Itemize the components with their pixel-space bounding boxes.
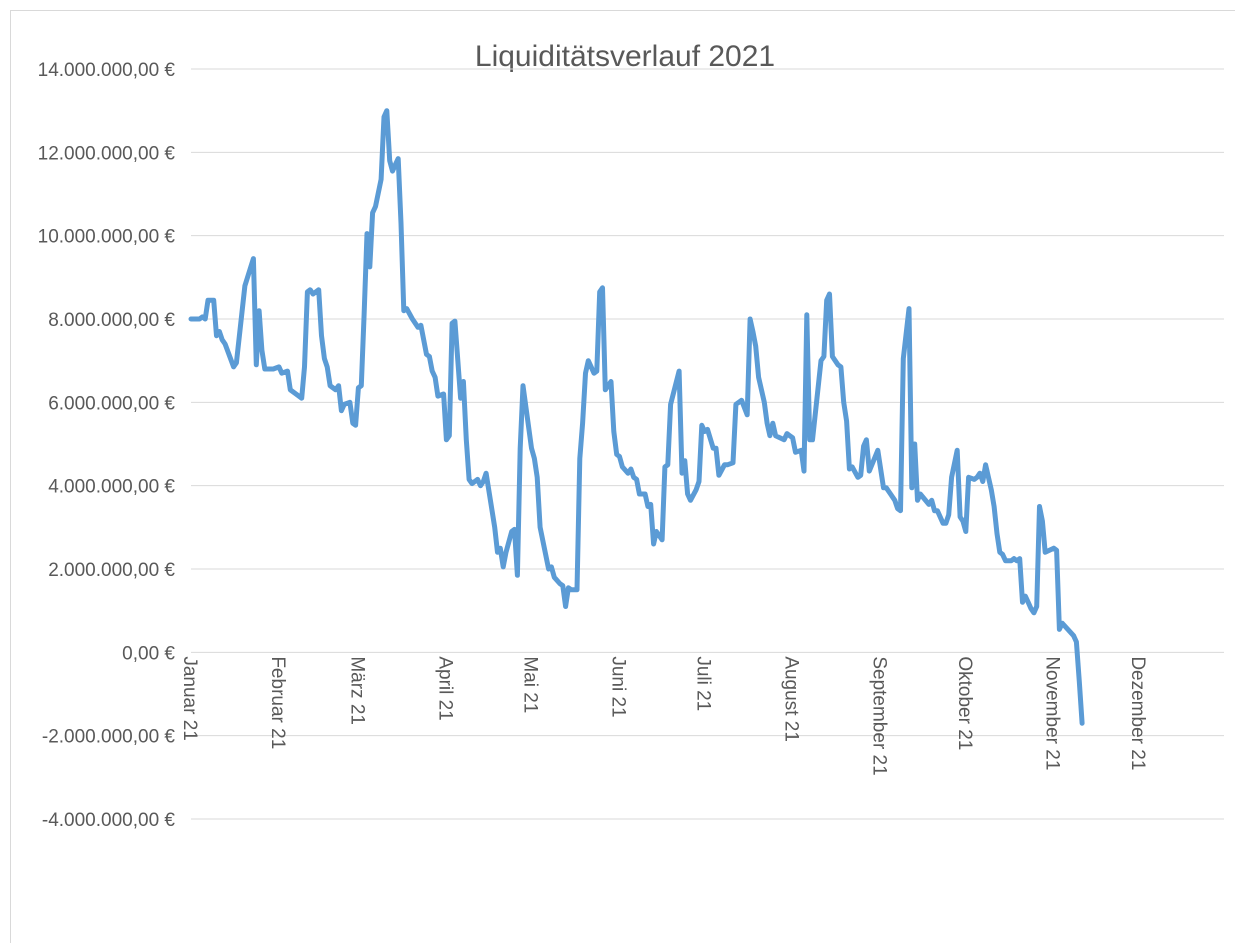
x-tick-label: Januar 21	[179, 656, 200, 741]
y-tick-label: -4.000.000,00 €	[42, 810, 176, 831]
series-line-liquiditaet	[188, 108, 1085, 726]
x-tick-label: November 21	[1042, 656, 1063, 770]
x-tick-label: Oktober 21	[954, 656, 975, 750]
y-tick-label: 10.000.000,00 €	[38, 227, 176, 248]
y-tick-label: 4.000.000,00 €	[48, 477, 175, 498]
y-tick-label: 12.000.000,00 €	[38, 143, 176, 164]
x-tick-label: Juni 21	[608, 656, 629, 717]
chart-title: Liquiditätsverlauf 2021	[475, 40, 775, 73]
x-axis-tick-labels: Januar 21 Februar 21 März 21 April 21 Mai 21…	[179, 656, 1148, 775]
x-tick-label: Februar 21	[267, 656, 288, 749]
y-tick-label: 6.000.000,00 €	[48, 393, 175, 414]
x-tick-label: September 21	[869, 656, 890, 775]
x-tick-label: Mai 21	[520, 656, 541, 713]
y-tick-label: -2.000.000,00 €	[42, 727, 176, 748]
chart-area: Liquiditätsverlauf 2021 -4.000.000,00 € -…	[10, 10, 1235, 943]
x-tick-label: Juli 21	[693, 656, 714, 711]
y-tick-label: 0,00 €	[122, 643, 175, 664]
y-tick-label: 14.000.000,00 €	[38, 60, 176, 81]
x-tick-label: März 21	[346, 656, 367, 725]
line-chart: Liquiditätsverlauf 2021 -4.000.000,00 €-…	[38, 40, 1224, 831]
y-tick-label: 8.000.000,00 €	[48, 310, 175, 331]
y-axis-tick-labels: -4.000.000,00 € -2.000.000,00 € 0,00 € 2.00…	[38, 60, 176, 831]
x-tick-label: August 21	[781, 656, 802, 742]
x-tick-label: Dezember 21	[1127, 656, 1148, 770]
y-tick-label: 2.000.000,00 €	[48, 560, 175, 581]
x-tick-label: April 21	[434, 656, 455, 720]
